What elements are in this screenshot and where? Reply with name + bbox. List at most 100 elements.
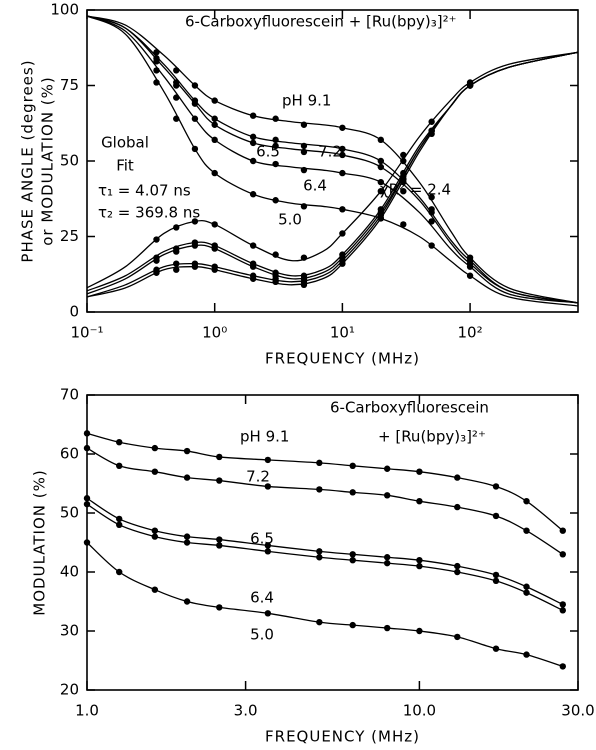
data-point — [83, 495, 91, 502]
x-tick-label: 10.0 — [403, 702, 436, 720]
data-point — [264, 610, 272, 617]
y-tick-label: 40 — [60, 563, 79, 581]
data-point — [559, 607, 566, 614]
annotation: 5.0 — [278, 211, 302, 229]
data-point — [216, 542, 223, 549]
data-point — [316, 459, 323, 467]
data-point — [211, 115, 218, 122]
chart-title: 6-Carboxyfluorescein — [330, 399, 489, 417]
data-point — [416, 498, 423, 505]
data-point — [153, 236, 160, 243]
data-point — [183, 539, 191, 546]
data-point — [428, 194, 435, 201]
x-tick-label: 3.0 — [234, 702, 258, 720]
data-point — [191, 263, 199, 270]
data-point — [272, 160, 279, 168]
data-point — [523, 589, 530, 596]
data-point — [191, 82, 199, 89]
y-tick-label: 20 — [60, 681, 79, 699]
data-point — [383, 624, 391, 632]
data-point — [400, 157, 407, 165]
data-point — [339, 169, 346, 177]
data-point — [454, 474, 461, 481]
y-tick-label: 0 — [69, 303, 79, 321]
x-tick-label: 10¹ — [330, 324, 355, 342]
data-point — [249, 139, 257, 147]
fit-curve — [86, 15, 579, 304]
data-point — [216, 477, 223, 484]
data-point — [153, 67, 160, 74]
data-point — [316, 554, 323, 561]
data-point — [559, 551, 566, 558]
fit-curve — [86, 51, 579, 295]
annotation: τ₁ = 4.07 ns — [98, 182, 191, 200]
data-point — [300, 203, 308, 210]
data-point — [339, 230, 346, 237]
data-point — [116, 521, 123, 528]
x-tick-label: 1.0 — [75, 702, 99, 720]
data-point — [264, 542, 272, 549]
data-point — [183, 533, 191, 540]
data-point — [183, 598, 191, 605]
data-point — [300, 148, 308, 156]
data-point — [492, 577, 500, 585]
data-point — [191, 218, 199, 225]
data-point — [183, 474, 191, 481]
data-point — [211, 97, 218, 104]
data-point — [377, 157, 385, 165]
annotation: τ₂ = 369.8 ns — [98, 204, 200, 222]
data-point — [249, 275, 257, 282]
data-point — [400, 169, 407, 177]
data-point — [272, 142, 279, 150]
data-point — [191, 145, 199, 153]
data-point — [249, 191, 257, 198]
data-point — [173, 82, 180, 89]
data-point — [216, 453, 223, 461]
data-point — [264, 548, 272, 555]
data-point — [249, 112, 257, 119]
data-point — [216, 536, 223, 543]
data-point — [523, 527, 530, 534]
data-curve — [86, 432, 564, 532]
data-point — [173, 115, 180, 122]
data-point — [211, 169, 218, 177]
data-point — [416, 557, 423, 564]
data-point — [211, 221, 218, 228]
x-tick-label: 10⁰ — [202, 324, 227, 342]
data-point — [416, 562, 423, 570]
data-point — [116, 462, 123, 469]
y-tick-label: 50 — [60, 504, 79, 522]
data-point — [316, 548, 323, 555]
data-curve — [86, 503, 564, 611]
x-tick-label: 10² — [458, 324, 483, 342]
x-tick-label: 30.0 — [561, 702, 594, 720]
x-axis-label: FREQUENCY (MHz) — [265, 350, 420, 368]
data-point — [264, 456, 272, 464]
fit-curve — [86, 51, 579, 289]
data-point — [272, 197, 279, 204]
annotation: 7.2 — [246, 468, 270, 486]
data-point — [316, 618, 323, 626]
data-point — [249, 133, 257, 141]
data-point — [339, 151, 346, 159]
annotation: 6.4 — [303, 177, 327, 195]
data-point — [173, 266, 180, 273]
data-point — [383, 554, 391, 561]
chart-subtitle: + [Ru(bpy)₃]²⁺ — [378, 428, 486, 446]
data-point — [173, 67, 180, 74]
data-point — [83, 444, 91, 452]
data-point — [153, 257, 160, 264]
data-point — [83, 430, 91, 437]
data-point — [173, 224, 180, 231]
y-tick-label: 100 — [50, 1, 79, 19]
data-point — [559, 527, 566, 534]
data-curve — [86, 447, 564, 555]
data-point — [211, 121, 218, 128]
annotation: Fit — [116, 157, 134, 175]
data-point — [523, 651, 530, 658]
data-point — [151, 533, 159, 540]
data-point — [377, 215, 385, 222]
data-point — [83, 500, 91, 508]
data-point — [492, 512, 500, 520]
